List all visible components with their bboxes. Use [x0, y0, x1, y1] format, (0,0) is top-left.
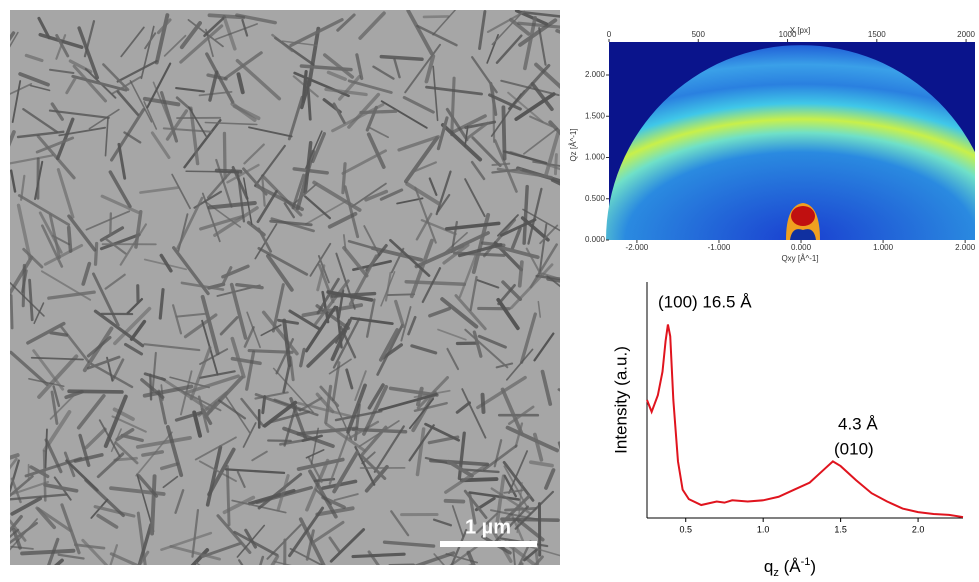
profile-line — [647, 324, 963, 517]
top-x-tick-label: 500 — [692, 30, 706, 39]
x-tick-label: 0.5 — [679, 524, 692, 534]
top-x-tick-label: 1000 — [779, 30, 797, 39]
x-tick-label: -1.000 — [708, 243, 731, 252]
fiber — [96, 244, 97, 265]
fiber — [209, 15, 243, 17]
annotation: (010) — [834, 439, 874, 458]
fiber — [152, 476, 155, 533]
x-label-part: ) — [810, 557, 816, 576]
y-tick-label: 1.500 — [585, 111, 606, 120]
fiber — [446, 501, 464, 502]
y-tick-label: 2.000 — [585, 70, 606, 79]
fiber — [505, 508, 535, 510]
x-tick-label: 2.0 — [912, 524, 925, 534]
y-label: Qz [Å^-1] — [569, 128, 578, 161]
x-tick-label: 1.000 — [873, 243, 894, 252]
scale-bar — [440, 541, 537, 547]
fiber — [483, 395, 484, 412]
fiber — [22, 551, 73, 554]
fiber — [559, 443, 576, 494]
x-tick-label: 1.0 — [757, 524, 770, 534]
giwaxs-pattern — [606, 42, 979, 242]
fiber — [23, 265, 24, 305]
fiber — [11, 296, 12, 328]
fiber — [520, 262, 522, 286]
fiber — [424, 16, 448, 17]
y-tick-label: 1.000 — [585, 153, 606, 162]
x-tick-label: 0.000 — [791, 243, 812, 252]
top-x-tick-label: 2000 — [957, 30, 975, 39]
x-label-part: (Å — [779, 557, 801, 576]
annotation: 4.3 Å — [838, 414, 878, 433]
x-tick-label: 2.000 — [955, 243, 976, 252]
fiber — [361, 111, 396, 112]
x-label: qz (Å-1) — [764, 556, 816, 579]
y-tick-label: 0.000 — [585, 235, 606, 244]
fiber — [69, 391, 122, 392]
fiber — [343, 164, 345, 193]
top-x-tick-label: 1500 — [868, 30, 886, 39]
fiber — [555, 155, 556, 174]
fiber — [559, 389, 596, 409]
scale-bar-label: 1 µm — [465, 516, 511, 538]
x-tick-label: -2.000 — [626, 243, 649, 252]
y-tick-label: 0.500 — [585, 194, 606, 203]
fiber — [217, 171, 241, 172]
fiber — [249, 351, 292, 353]
fiber — [263, 397, 265, 413]
fiber — [110, 213, 111, 234]
fiber — [388, 294, 414, 295]
fiber — [557, 31, 584, 40]
fiber — [450, 564, 473, 571]
fiber — [504, 564, 521, 582]
y-label: Intensity (a.u.) — [611, 346, 630, 454]
page: {"tem_image": {"scale_bar": "1 µm"}, "ch… — [0, 0, 979, 582]
tem-image — [0, 10, 599, 582]
x-label-part: -1 — [801, 556, 811, 568]
annotation: (100) 16.5 Å — [658, 292, 752, 311]
figure: 1 µm X [px] Qxy [Å^-1] Qz [Å^-1] Intensi… — [0, 0, 979, 582]
x-label: Qxy [Å^-1] — [781, 254, 818, 263]
fiber — [69, 228, 71, 251]
top-x-tick-label: 0 — [607, 30, 612, 39]
x-tick-label: 1.5 — [834, 524, 847, 534]
x-label-part: q — [764, 557, 773, 576]
profile-chart — [647, 282, 963, 518]
fiber — [492, 164, 509, 165]
fiber — [227, 466, 229, 524]
